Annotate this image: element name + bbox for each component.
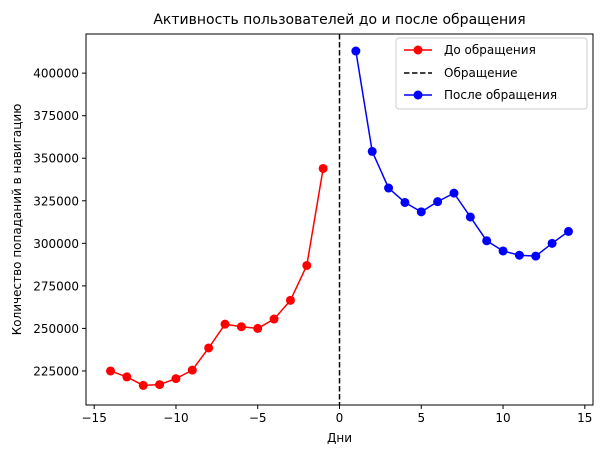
data-point [351, 46, 361, 56]
x-tick-label: 5 [417, 411, 425, 425]
data-point [285, 295, 295, 305]
legend-item-after: После обращения [404, 88, 557, 102]
data-point [318, 163, 328, 173]
data-point [253, 323, 263, 333]
y-tick-label: 300000 [33, 237, 79, 251]
data-point [547, 238, 557, 248]
series-before [106, 163, 328, 390]
data-point [155, 380, 165, 390]
y-tick-label: 250000 [33, 322, 79, 336]
data-point [400, 197, 410, 207]
data-point [269, 314, 279, 324]
x-tick-label: 10 [495, 411, 510, 425]
data-point [482, 236, 492, 246]
x-tick-label: −10 [163, 411, 188, 425]
data-point [106, 366, 116, 376]
legend: До обращения Обращение После обращения [395, 37, 588, 110]
x-tick-label: −5 [249, 411, 267, 425]
data-point [138, 380, 148, 390]
plot-border [85, 33, 594, 406]
legend-swatch-before-marker [413, 45, 423, 55]
data-point [449, 188, 459, 198]
data-point [187, 365, 197, 375]
data-point [514, 250, 524, 260]
data-point [563, 226, 573, 236]
y-axis: 225000 250000 275000 300000 325000 350000 3750… [33, 67, 86, 378]
data-point [302, 260, 312, 270]
data-point [367, 146, 377, 156]
data-point [384, 183, 394, 193]
y-tick-label: 225000 [33, 364, 79, 378]
y-tick-label: 325000 [33, 194, 79, 208]
y-tick-label: 275000 [33, 279, 79, 293]
legend-frame [395, 37, 588, 110]
legend-label-after: После обращения [444, 88, 557, 102]
x-tick-label: 15 [577, 411, 592, 425]
legend-label-event: Обращение [444, 66, 518, 80]
legend-item-before: До обращения [404, 43, 536, 57]
y-tick-label: 400000 [33, 67, 79, 81]
data-point [171, 374, 181, 384]
x-tick-label: 0 [336, 411, 344, 425]
x-axis: −15 −10 −5 0 5 10 15 [82, 405, 592, 425]
data-point [531, 251, 541, 261]
series-after [351, 46, 573, 261]
legend-item-event: Обращение [404, 66, 518, 80]
series-layer [106, 46, 573, 390]
chart-title: Активность пользователей до и после обра… [153, 12, 525, 28]
legend-swatch-after-marker [413, 90, 423, 100]
data-point [465, 212, 475, 222]
x-tick-label: −15 [82, 411, 107, 425]
data-point [204, 343, 214, 353]
y-axis-title: Количество попаданий в навигацию [10, 104, 24, 336]
legend-label-before: До обращения [444, 43, 536, 57]
x-axis-title: Дни [327, 431, 352, 445]
data-point [122, 372, 132, 382]
data-point [416, 207, 426, 217]
data-point [220, 319, 230, 329]
data-point [498, 246, 508, 256]
data-point [236, 322, 246, 332]
data-point [433, 197, 443, 207]
y-tick-label: 375000 [33, 109, 79, 123]
y-tick-label: 350000 [33, 152, 79, 166]
